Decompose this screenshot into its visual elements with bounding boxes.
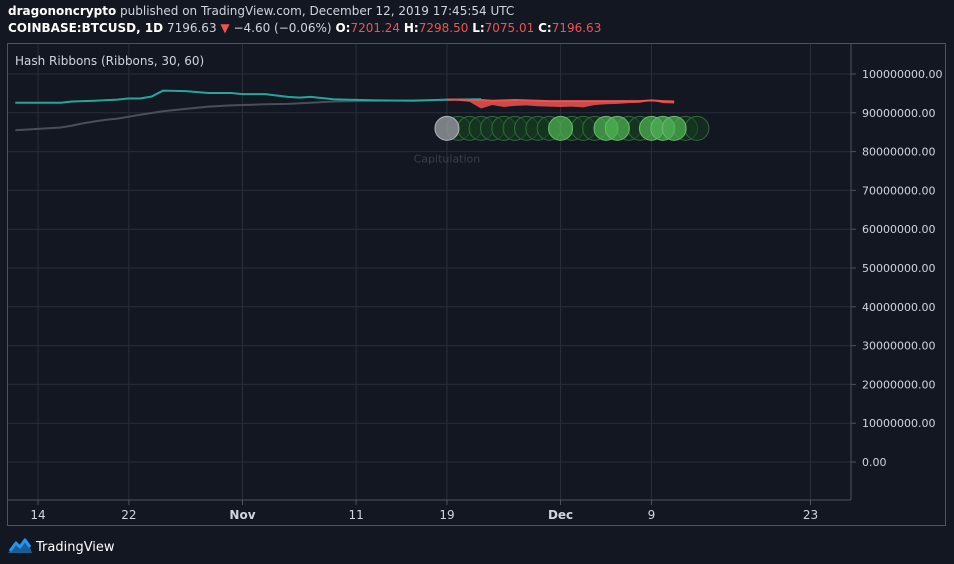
open-value: 7201.24	[350, 21, 401, 35]
y-tick-label: 100000000.00	[862, 68, 942, 81]
author-name[interactable]: dragononcrypto	[8, 4, 117, 18]
symbol-label: COINBASE:BTCUSD, 1D	[8, 21, 164, 35]
tradingview-logo[interactable]: TradingView	[8, 538, 115, 557]
high-value: 7298.50	[418, 21, 469, 35]
indicator-title[interactable]: Hash Ribbons (Ribbons, 30, 60)	[15, 54, 204, 68]
x-tick-label: 19	[439, 508, 454, 522]
price-change: −4.60 (−0.06%)	[233, 21, 332, 35]
x-tick-label: 23	[803, 508, 818, 522]
buy-signal-circle	[604, 115, 630, 141]
signal-circle-faint	[684, 115, 710, 141]
capitulation-signal-circle	[434, 115, 460, 141]
x-tick-label: 9	[648, 508, 656, 522]
y-tick-label: 0.00	[862, 456, 887, 469]
chart-frame	[7, 43, 946, 526]
slow-ma-line	[15, 98, 482, 132]
low-value: 7075.01	[484, 21, 535, 35]
price-axis: 100000000.00 90000000.00 80000000.00 700000…	[851, 68, 942, 469]
y-tick-label: 90000000.00	[862, 107, 935, 120]
low-label: L:	[472, 21, 485, 35]
signals-layer: Capitulation	[414, 115, 710, 165]
y-tick-label: 60000000.00	[862, 223, 935, 236]
y-tick-label: 50000000.00	[862, 262, 935, 275]
y-tick-label: 70000000.00	[862, 184, 935, 197]
bearish-ribbon-line	[446, 98, 675, 103]
close-value: 7196.63	[551, 21, 602, 35]
x-tick-label: 22	[121, 508, 136, 522]
last-price: 7196.63	[166, 21, 217, 35]
high-label: H:	[403, 21, 419, 35]
x-tick-label: 11	[348, 508, 363, 522]
y-tick-label: 80000000.00	[862, 146, 935, 159]
x-tick-label: 14	[30, 508, 45, 522]
time-axis: 14 22 Nov 11 19 Dec 9 23	[30, 500, 818, 522]
tradingview-brand: TradingView	[36, 540, 115, 555]
y-tick-label: 30000000.00	[862, 340, 935, 353]
down-triangle-icon: ▼	[220, 21, 230, 35]
buy-signal-circle	[661, 115, 687, 141]
fast-ma-line	[15, 89, 482, 104]
series-layer	[15, 89, 675, 132]
publish-info: dragononcrypto published on TradingView.…	[8, 4, 514, 18]
y-tick-label: 40000000.00	[862, 301, 935, 314]
close-label: C:	[538, 21, 552, 35]
x-tick-label: Nov	[229, 508, 255, 522]
open-label: O:	[335, 21, 351, 35]
x-tick-label: Dec	[548, 508, 573, 522]
capitulation-label: Capitulation	[414, 152, 481, 165]
buy-signal-circle	[548, 115, 574, 141]
y-tick-label: 10000000.00	[862, 417, 935, 430]
symbol-info: COINBASE:BTCUSD, 1D 7196.63 ▼ −4.60 (−0.…	[8, 21, 601, 35]
grid-lines	[8, 44, 851, 500]
tradingview-logo-icon	[8, 538, 32, 557]
y-tick-label: 20000000.00	[862, 378, 935, 391]
published-text: published on TradingView.com, December 1…	[120, 4, 515, 18]
